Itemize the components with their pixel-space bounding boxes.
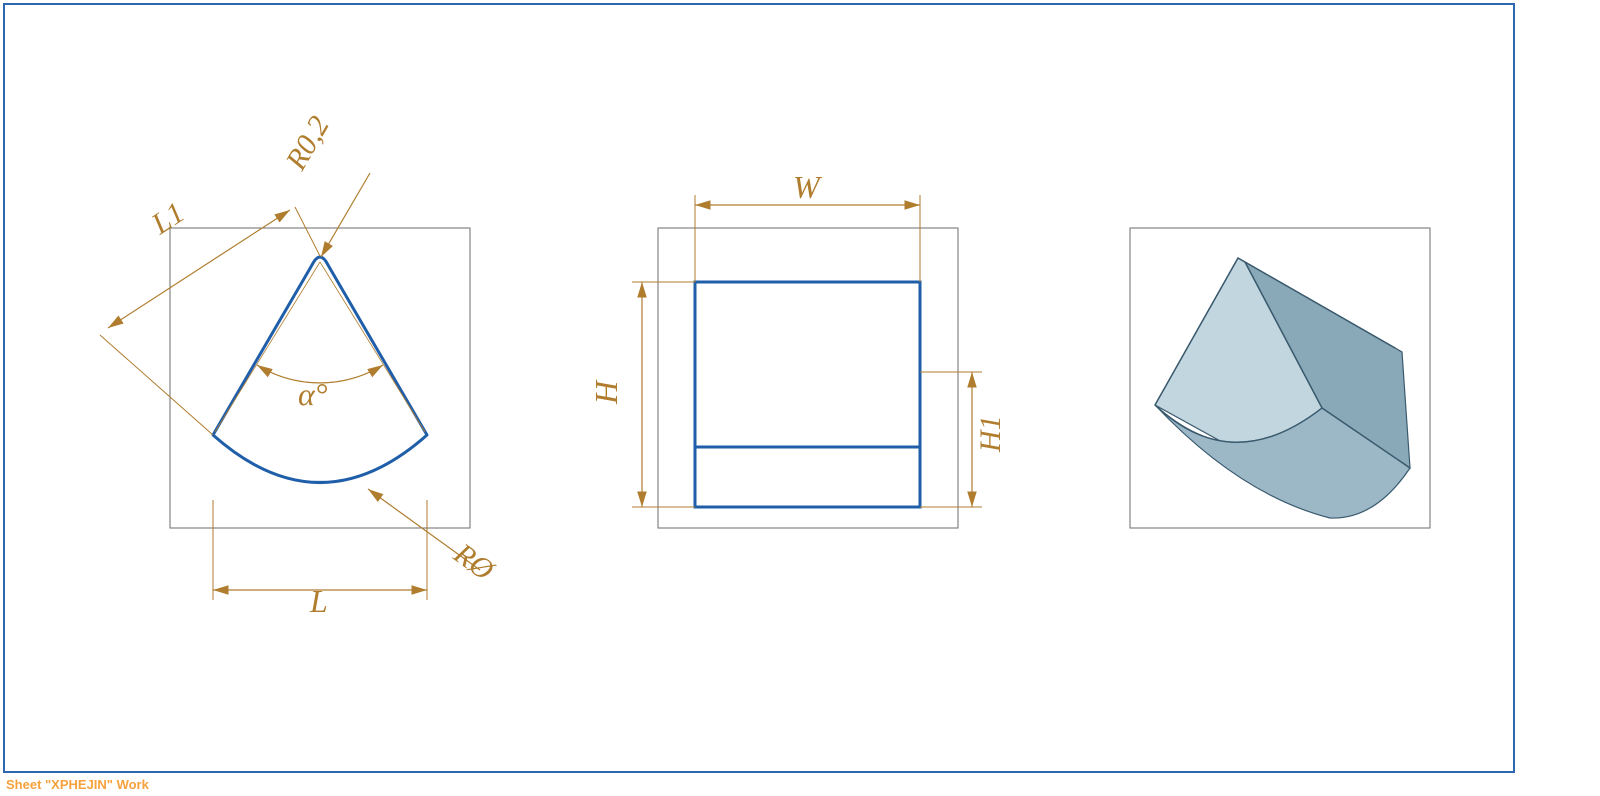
dim-alpha-label: α° [298, 376, 328, 412]
dim-H: H [588, 282, 695, 507]
side-shape-outline [695, 282, 920, 507]
dim-H1-label: H1 [974, 415, 1007, 453]
dim-L1-label: L1 [145, 196, 190, 241]
front-shape-outline [213, 257, 427, 483]
dim-L: L [213, 500, 427, 619]
iso-view [1130, 228, 1430, 528]
dim-H-label: H [588, 379, 624, 405]
side-view: W H H1 [588, 169, 1007, 528]
front-view: L1 R0,2 α° RØ L [100, 111, 501, 619]
dim-W: W [695, 169, 920, 282]
dim-L-label: L [309, 583, 328, 619]
dim-H1: H1 [920, 372, 1007, 507]
dim-W-label: W [793, 169, 823, 205]
drawing-svg: L1 R0,2 α° RØ L [0, 0, 1600, 796]
drawing-canvas: L1 R0,2 α° RØ L [0, 0, 1600, 796]
dim-Rphi-label: RØ [447, 536, 501, 588]
dim-R02-label: R0,2 [279, 111, 336, 177]
dim-Rphi: RØ [368, 489, 501, 588]
dim-R02: R0,2 [279, 111, 370, 257]
side-view-box [658, 228, 958, 528]
footer-text: Sheet "XPHEJIN" Work [6, 777, 149, 792]
dim-alpha: α° [215, 262, 425, 432]
